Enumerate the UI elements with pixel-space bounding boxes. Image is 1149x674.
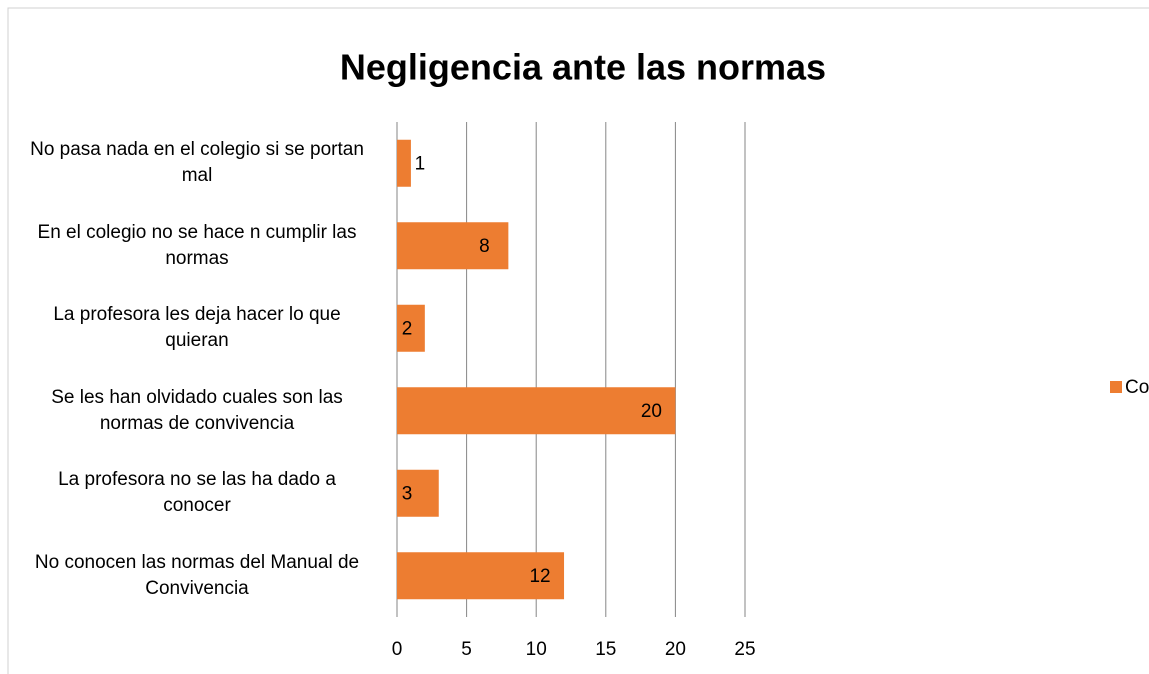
y-tick-label: Se les han olvidado cuales son las norma…: [51, 386, 343, 434]
y-tick-label: En el colegio no se hace n cumplir las n…: [37, 221, 357, 269]
data-label: 2: [402, 318, 413, 339]
bar: [397, 139, 411, 187]
data-label: 12: [529, 566, 550, 587]
chart-title: Negligencia ante las normas: [340, 47, 826, 88]
data-label: 3: [402, 483, 413, 504]
data-label: 20: [641, 401, 662, 422]
bar: [397, 304, 425, 352]
bar: [397, 387, 676, 435]
x-tick-label: 10: [526, 639, 547, 660]
y-tick-label: No pasa nada en el colegio si se portan …: [30, 139, 364, 187]
y-tick-label: La profesora no se las ha dado a conocer: [58, 469, 336, 517]
x-tick-label: 15: [595, 639, 616, 660]
bar: [397, 552, 565, 600]
legend-swatch: [1110, 381, 1122, 393]
x-tick-label: 0: [392, 639, 403, 660]
data-label: 8: [479, 236, 490, 257]
legend-label: Conocimiento de las Normas: [1125, 377, 1149, 398]
bar: [397, 469, 439, 517]
x-tick-label: 5: [461, 639, 472, 660]
y-tick-label: La profesora les deja hacer lo que quier…: [53, 304, 341, 352]
bar: [397, 222, 509, 270]
x-tick-label: 25: [734, 639, 755, 660]
x-tick-label: 20: [665, 639, 686, 660]
chart-border: [7, 7, 1149, 674]
y-tick-label: No conocen las normas del Manual de Conv…: [34, 551, 360, 599]
data-label: 1: [415, 153, 426, 174]
